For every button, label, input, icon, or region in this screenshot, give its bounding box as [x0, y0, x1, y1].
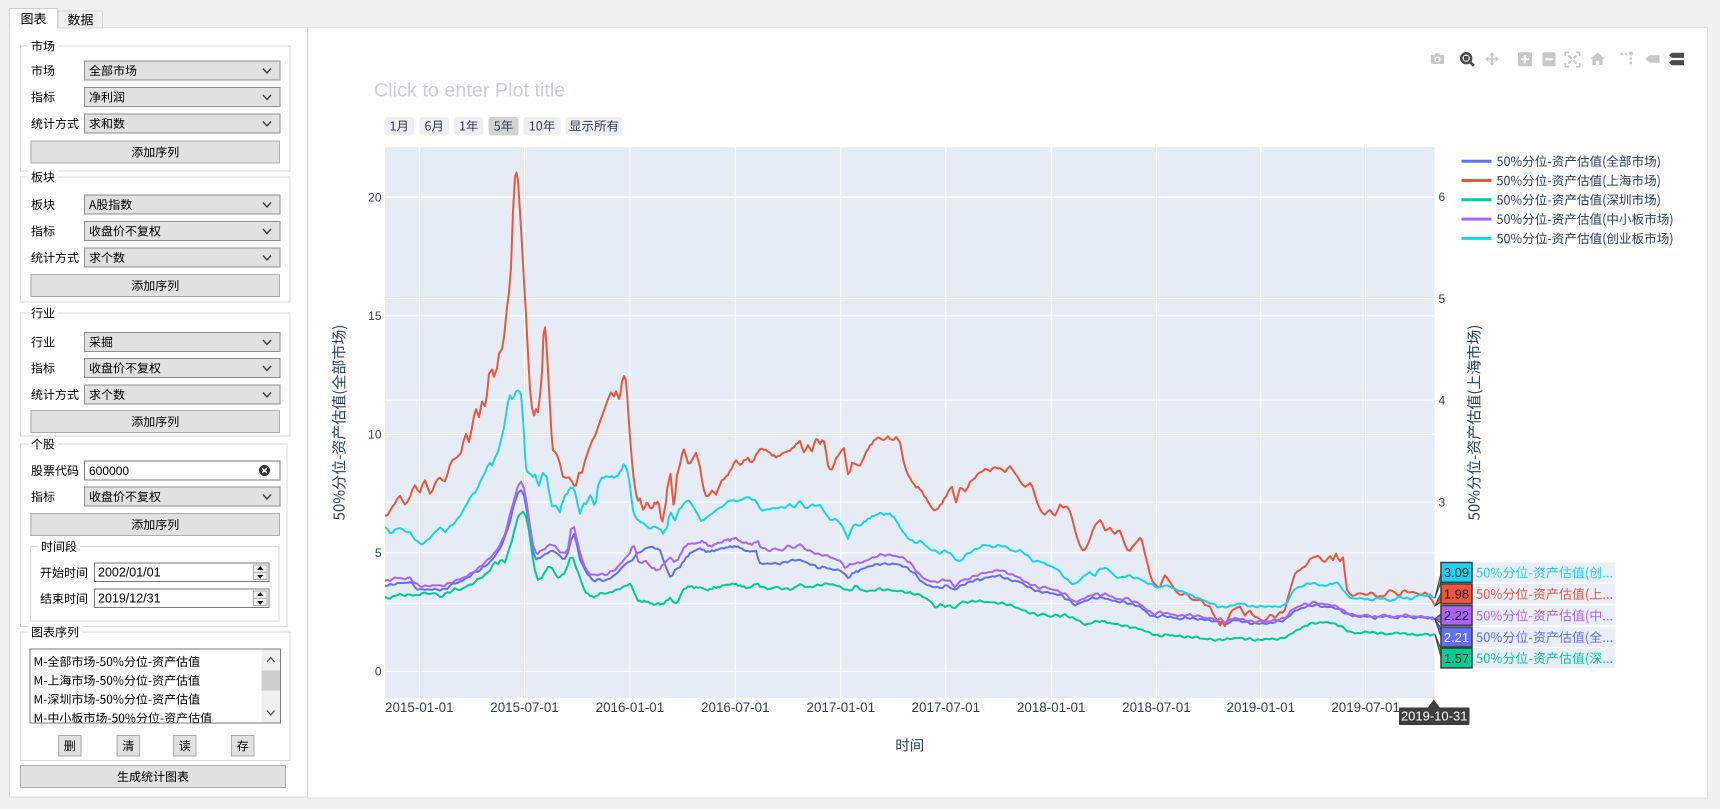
svg-text:2015-01-01: 2015-01-01 [385, 700, 454, 715]
svg-text:2019/12/31: 2019/12/31 [98, 592, 161, 606]
svg-text:10: 10 [368, 428, 382, 442]
svg-text:2019-07-01: 2019-07-01 [1331, 700, 1400, 715]
svg-text:3.09: 3.09 [1444, 565, 1469, 580]
svg-text:5: 5 [1439, 292, 1446, 306]
svg-text:6: 6 [1439, 190, 1446, 204]
svg-text:0: 0 [375, 665, 382, 679]
svg-text:2019-01-01: 2019-01-01 [1227, 700, 1296, 715]
svg-text:2019-10-31: 2019-10-31 [1401, 709, 1468, 724]
svg-text:20: 20 [368, 191, 382, 205]
svg-text:1.98: 1.98 [1444, 587, 1469, 602]
svg-text:2018-01-01: 2018-01-01 [1017, 700, 1086, 715]
svg-text:15: 15 [368, 309, 382, 323]
svg-text:600000: 600000 [89, 464, 129, 478]
svg-text:2017-07-01: 2017-07-01 [912, 700, 981, 715]
svg-text:2002/01/01: 2002/01/01 [98, 566, 161, 580]
svg-text:5: 5 [375, 546, 382, 560]
svg-text:2017-01-01: 2017-01-01 [807, 700, 876, 715]
svg-text:2.21: 2.21 [1444, 630, 1469, 645]
svg-text:2016-01-01: 2016-01-01 [596, 700, 665, 715]
svg-text:Click to enter Plot title: Click to enter Plot title [374, 80, 565, 102]
svg-text:1.57: 1.57 [1444, 651, 1469, 666]
svg-text:2016-07-01: 2016-07-01 [701, 700, 770, 715]
svg-text:4: 4 [1439, 394, 1446, 408]
svg-text:3: 3 [1439, 495, 1446, 509]
svg-text:2.22: 2.22 [1444, 608, 1469, 623]
svg-text:2015-07-01: 2015-07-01 [490, 700, 559, 715]
svg-text:2018-07-01: 2018-07-01 [1122, 700, 1191, 715]
